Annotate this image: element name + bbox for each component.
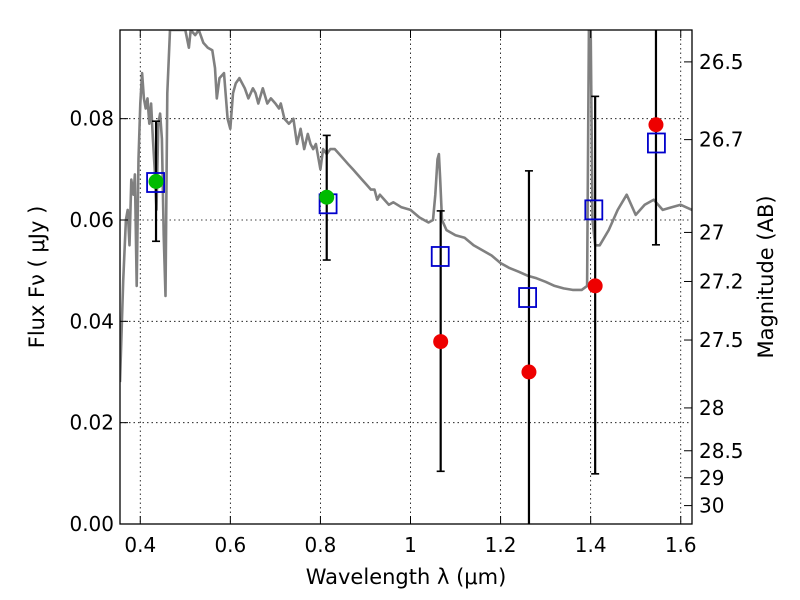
filled-circle-series [148,117,664,380]
green-circle-marker [148,173,164,189]
plot-frame [119,29,693,525]
mag-tick-label: 30 [699,494,724,518]
red-circle-marker [521,364,537,380]
axis-ticks [120,30,692,525]
y-axis-title-right: Magnitude (AB) [754,195,778,358]
open-square-marker [584,199,604,221]
red-circle-marker [587,278,603,294]
mag-tick-label: 28 [699,396,724,420]
mag-tick-label: 27.5 [699,328,744,352]
open-square-marker [647,132,666,154]
open-square-marker [146,172,165,193]
y-tick-label: 0.08 [69,107,114,131]
mag-tick-label: 26.7 [699,128,744,152]
x-tick-label: 1.2 [485,533,517,557]
mag-tick-label: 27.2 [699,269,744,293]
errorbar-series [152,30,660,524]
x-tick-label: 1.4 [575,533,607,557]
x-tick-label: 1.6 [665,533,697,557]
open-square-marker [430,246,450,267]
mag-tick-label: 29 [699,466,724,490]
x-tick-label: 0.8 [305,533,337,557]
tick-labels: 0.4 0.6 0.8 1 1.2 1.4 1.6 0.00 0.02 0.04 0.06 0.08 2… [69,50,743,557]
x-axis-title: Wavelength λ (μm) [306,565,507,589]
model-spectrum-line [120,30,692,383]
x-tick-label: 1 [404,533,417,557]
model-spectrum [120,30,692,383]
green-circle-marker [319,189,335,205]
y-tick-label: 0.04 [69,309,114,333]
mag-tick-label: 28.5 [699,439,744,463]
mag-tick-label: 26.5 [699,50,744,74]
grid-lines [120,30,692,524]
red-circle-marker [433,334,449,350]
red-circle-marker [648,117,664,133]
y-tick-label: 0.00 [69,512,114,536]
x-tick-label: 0.4 [124,533,156,557]
open-square-marker [518,287,538,308]
mag-tick-label: 27 [699,220,724,244]
y-axis-title-left: Flux Fν ( μJy ) [25,206,49,349]
y-tick-label: 0.06 [69,208,114,232]
y-tick-label: 0.02 [69,411,114,435]
x-tick-label: 0.6 [214,533,246,557]
